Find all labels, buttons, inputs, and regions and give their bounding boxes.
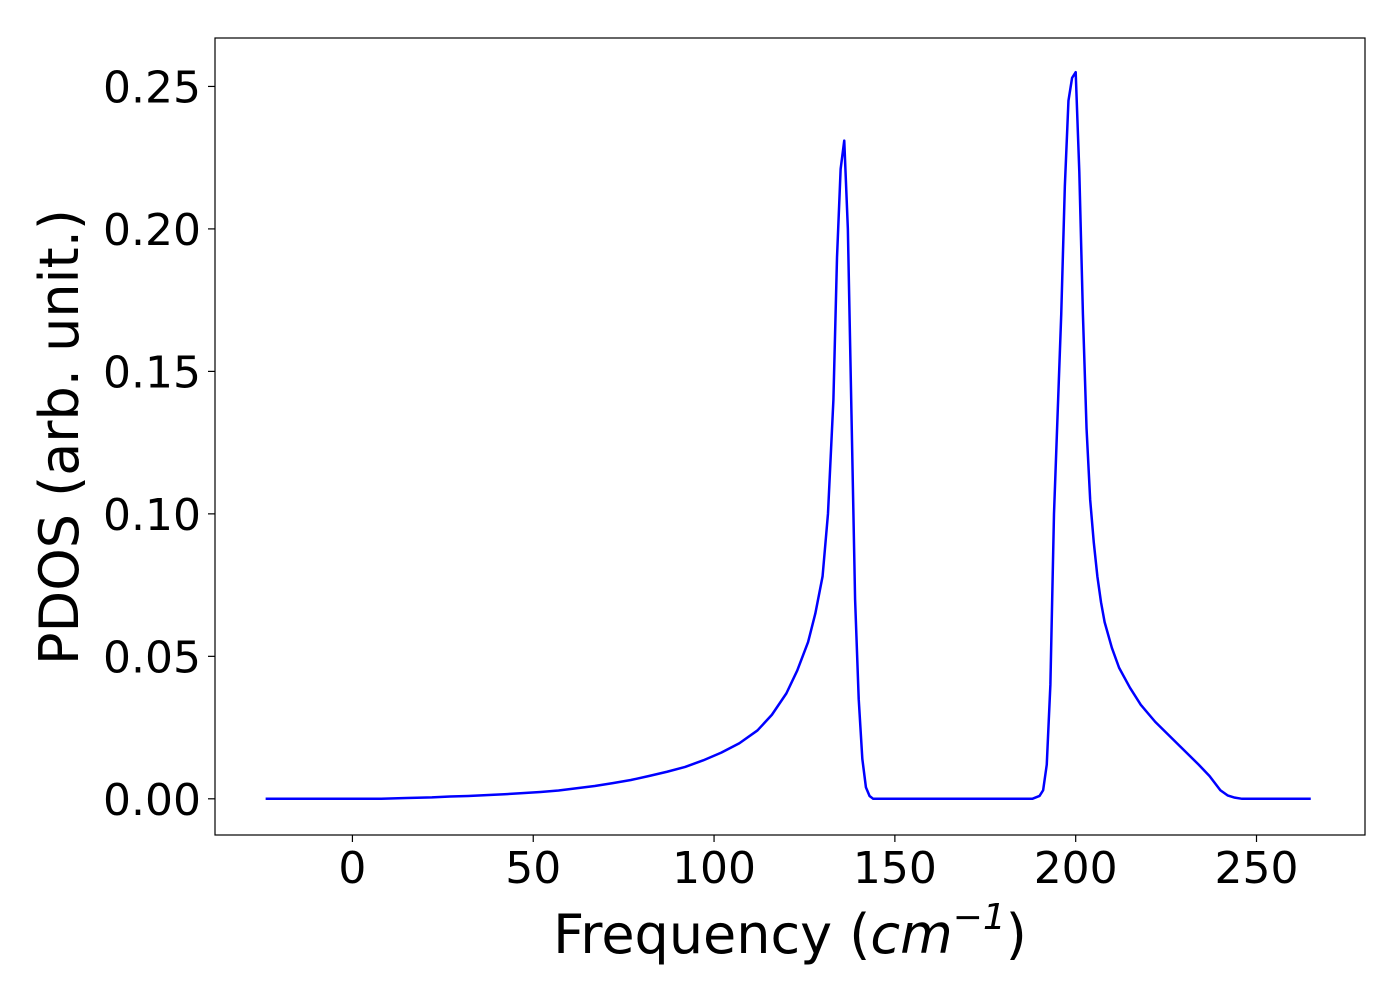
x-tick-label: 100	[672, 843, 756, 894]
y-tick-label: 0.20	[103, 205, 201, 256]
pdos-line-series-0	[265, 70, 1311, 801]
x-tick-label: 0	[338, 843, 366, 894]
y-axis-label: PDOS (arb. unit.)	[28, 209, 91, 665]
x-tick-label: 150	[853, 843, 937, 894]
axes-frame	[214, 37, 1366, 836]
x-tick-label: 200	[1034, 843, 1118, 894]
y-tick-label: 0.05	[103, 632, 201, 683]
x-tick-label: 50	[505, 843, 561, 894]
y-tick-label: 0.15	[103, 347, 201, 398]
x-axis-ticks: 0 50 100 150 200 250	[338, 835, 1299, 894]
x-tick-label: 250	[1215, 843, 1299, 894]
x-axis-label: Frequency (cm−1)	[553, 897, 1027, 966]
y-tick-label: 0.00	[103, 775, 201, 826]
y-tick-label: 0.10	[103, 490, 201, 541]
y-axis-ticks: 0.00 0.05 0.10 0.15 0.20 0.25	[103, 62, 215, 826]
plot-area	[265, 70, 1311, 801]
y-tick-label: 0.25	[103, 62, 201, 113]
